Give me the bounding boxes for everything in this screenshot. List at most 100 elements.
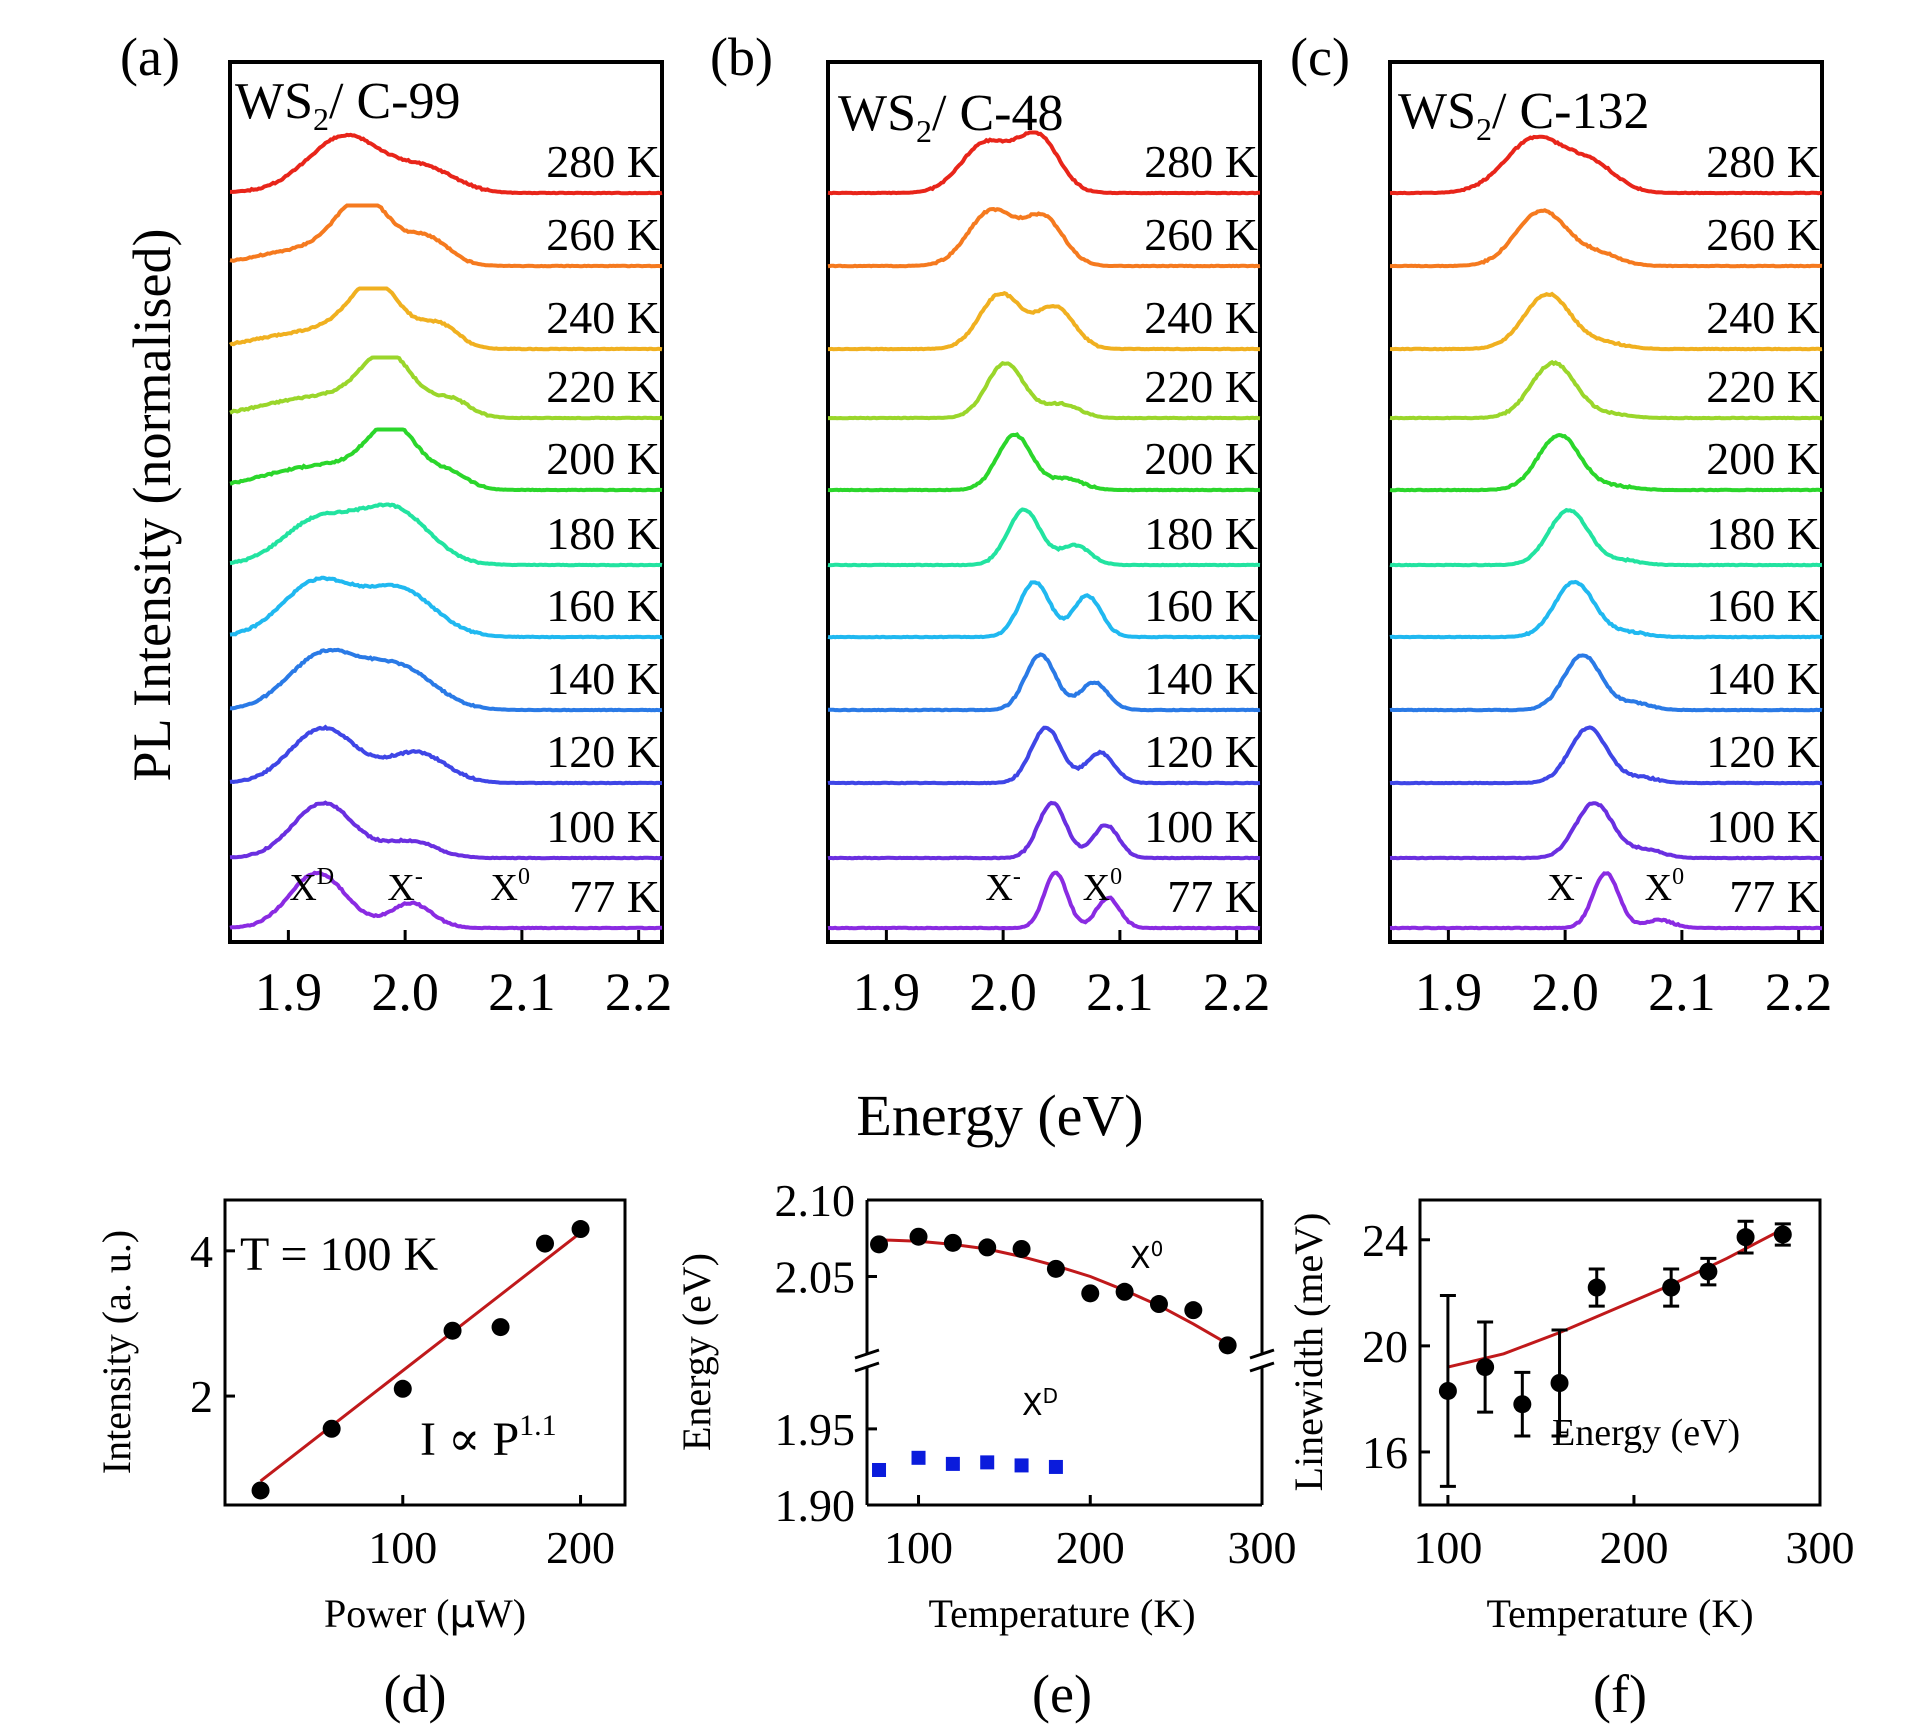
panel-b-peak-labels: X- X0 <box>985 864 1122 909</box>
panel-f-plot: 100 200 300 16 20 24 <box>1362 1215 1855 1573</box>
data-point-X0 <box>1218 1336 1237 1355</box>
data-point <box>1438 1381 1457 1400</box>
peak-label-sup: 0 <box>518 864 530 890</box>
peak-label-sup: - <box>1013 864 1021 890</box>
panel-a-frame <box>228 60 664 944</box>
peak-label-base: X <box>1645 867 1672 909</box>
panel-b-frame <box>826 60 1262 944</box>
temperature-label: 100 K <box>1706 801 1820 852</box>
spectrum-280-K <box>230 132 663 196</box>
panel-d-x-label-main: Power ( <box>324 1591 450 1636</box>
x-tick-label: 300 <box>1786 1522 1855 1573</box>
panel-e-xd-sup: D <box>1043 1384 1058 1408</box>
panel-d-letter: (d) <box>384 1664 447 1724</box>
data-point-X0 <box>1046 1259 1065 1278</box>
peak-label: X0 <box>1083 864 1122 909</box>
temperature-label: 200 K <box>1706 433 1820 484</box>
spectrum-160-K <box>229 575 663 640</box>
panel-e: Energy (eV) Temperature (K) (e) X0 XD 10… <box>674 1175 1297 1724</box>
panel-c: (c) WS2/ C-132 77 K 100 K 120 K 140 K 160 K 1… <box>1290 27 1832 1022</box>
panel-d-x-label-mu: μ <box>450 1591 475 1637</box>
temperature-label: 180 K <box>1144 508 1258 559</box>
x-tick-label: 200 <box>546 1522 615 1573</box>
data-point <box>443 1321 462 1340</box>
spectrum-280-K <box>1389 134 1823 196</box>
x-tick-label: 1.9 <box>255 962 323 1022</box>
peak-label-base: X <box>1083 867 1110 909</box>
temperature-label: 240 K <box>1144 292 1258 343</box>
peak-label-sup: - <box>415 864 423 890</box>
x-tick-label: 2.2 <box>1203 962 1271 1022</box>
data-point <box>393 1379 412 1398</box>
y-tick-label: 4 <box>190 1226 213 1277</box>
temperature-label: 140 K <box>1144 653 1258 704</box>
temperature-label: 120 K <box>1706 726 1820 777</box>
x-tick-label: 1.9 <box>853 962 921 1022</box>
spectrum-180-K <box>827 507 1261 568</box>
fit-line <box>259 1231 582 1483</box>
spectrum-200-K <box>1389 432 1823 493</box>
panel-d-x-label-tail: W) <box>475 1591 526 1636</box>
spectrum-140-K <box>828 652 1261 713</box>
panel-d-annotation: T = 100 K <box>240 1228 439 1281</box>
data-point-X0 <box>1149 1295 1168 1314</box>
y-tick-label: 1.90 <box>775 1480 856 1531</box>
temperature-label: 77 K <box>1167 871 1258 922</box>
temperature-label: 77 K <box>1729 871 1820 922</box>
x-tick-label: 1.9 <box>1415 962 1483 1022</box>
temperature-label: 160 K <box>546 580 660 631</box>
panel-f-frame <box>1418 1198 1822 1507</box>
data-point-X0 <box>1115 1282 1134 1301</box>
data-point-X0 <box>943 1233 962 1252</box>
panel-b-sample-title: WS2/ C-48 <box>838 85 1063 149</box>
temperature-label: 160 K <box>1144 580 1258 631</box>
peak-label-sup: - <box>1575 864 1583 890</box>
spectrum-240-K <box>229 286 663 352</box>
panel-b-sample-sub: 2 <box>916 113 932 149</box>
temperature-label: 280 K <box>546 136 660 187</box>
temperature-label: 100 K <box>1144 801 1258 852</box>
data-point <box>1662 1278 1681 1297</box>
panel-e-letter: (e) <box>1032 1664 1092 1724</box>
data-point-XD <box>1014 1458 1029 1473</box>
panel-d-frame <box>223 1198 627 1507</box>
spectrum-180-K <box>229 502 663 568</box>
panel-c-curves: 77 K 100 K 120 K 140 K 160 K 180 K 200 K 220 K 2… <box>1389 134 1823 931</box>
x-tick-label: 100 <box>368 1522 437 1573</box>
peak-label: XD <box>289 864 334 909</box>
peak-label-base: X <box>985 867 1012 909</box>
x-tick-label: 2.0 <box>371 962 439 1022</box>
panel-c-peak-labels: X- X0 <box>1547 864 1684 909</box>
spectrum-100-K <box>827 800 1261 861</box>
panel-b-curves: 77 K 100 K 120 K 140 K 160 K 180 K 200 K 220 K 2… <box>827 130 1261 931</box>
panel-a-x-ticks: 1.9 2.0 2.1 2.2 <box>255 930 672 1022</box>
panel-e-x0-base: X <box>1130 1241 1151 1276</box>
x-tick-label: 2.2 <box>1765 962 1833 1022</box>
panel-d-plot: 100 200 2 4 <box>190 1220 615 1573</box>
x-tick-label: 2.0 <box>969 962 1037 1022</box>
panel-e-y-axis-label: Energy (eV) <box>674 1253 719 1451</box>
panel-d-y-axis-label: Intensity (a. u.) <box>94 1230 139 1474</box>
temperature-label: 220 K <box>546 361 660 412</box>
spectrum-240-K <box>828 291 1260 352</box>
spectrum-260-K <box>827 206 1261 269</box>
data-point <box>1587 1278 1606 1297</box>
spectrum-260-K <box>1390 208 1823 269</box>
temperature-label: 280 K <box>1144 136 1258 187</box>
temperature-label: 240 K <box>1706 292 1820 343</box>
panel-d-formula-exp: 1.1 <box>519 1409 557 1442</box>
data-point-X0 <box>1081 1284 1100 1303</box>
x-tick-label: 2.1 <box>1648 962 1716 1022</box>
panel-b-letter: (b) <box>710 27 773 87</box>
temperature-label: 220 K <box>1706 361 1820 412</box>
data-point <box>536 1234 554 1253</box>
panel-c-sample-sub: 2 <box>1476 111 1492 147</box>
data-point <box>571 1220 590 1239</box>
panel-a-sample-sub: 2 <box>313 101 329 137</box>
data-point <box>1773 1225 1792 1244</box>
panel-f-letter: (f) <box>1593 1664 1647 1724</box>
spectrum-140-K <box>1389 653 1823 713</box>
y-tick-label: 2.10 <box>775 1175 856 1226</box>
data-point-X0 <box>870 1235 889 1254</box>
